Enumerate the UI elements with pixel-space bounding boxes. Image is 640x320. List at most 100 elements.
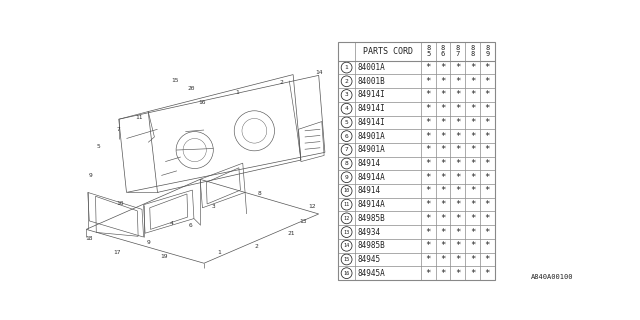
Text: *: * [455, 228, 461, 236]
Text: 2: 2 [345, 79, 348, 84]
Text: 16: 16 [344, 271, 349, 276]
Text: 12: 12 [344, 216, 349, 221]
Text: 84914: 84914 [358, 187, 381, 196]
Text: *: * [426, 228, 431, 236]
Text: 4: 4 [170, 221, 173, 226]
Text: 9: 9 [147, 240, 150, 245]
Text: *: * [484, 228, 490, 236]
Text: 8: 8 [258, 191, 262, 196]
Text: 84001A: 84001A [358, 63, 385, 72]
Text: 84945: 84945 [358, 255, 381, 264]
Text: *: * [484, 269, 490, 278]
Text: 1: 1 [218, 250, 221, 255]
Text: 84914: 84914 [358, 159, 381, 168]
Text: 21: 21 [287, 231, 294, 236]
Text: 84901A: 84901A [358, 145, 385, 154]
Text: 17: 17 [113, 250, 121, 255]
Text: *: * [455, 159, 461, 168]
Text: *: * [470, 200, 476, 209]
Text: *: * [470, 118, 476, 127]
Text: *: * [470, 214, 476, 223]
Text: *: * [484, 187, 490, 196]
Text: *: * [426, 159, 431, 168]
Text: 19: 19 [160, 254, 168, 259]
Text: *: * [440, 145, 446, 154]
Text: *: * [426, 255, 431, 264]
Text: 7: 7 [117, 127, 120, 132]
Text: 14: 14 [344, 243, 349, 248]
Text: 84914I: 84914I [358, 118, 385, 127]
Text: *: * [455, 214, 461, 223]
Text: 84001B: 84001B [358, 77, 385, 86]
Text: *: * [455, 63, 461, 72]
Text: 11: 11 [344, 202, 349, 207]
Text: *: * [455, 269, 461, 278]
Text: *: * [470, 159, 476, 168]
Text: 8: 8 [345, 161, 348, 166]
Text: *: * [470, 255, 476, 264]
Text: *: * [470, 173, 476, 182]
Text: *: * [455, 200, 461, 209]
Text: *: * [426, 91, 431, 100]
Text: 2: 2 [280, 80, 284, 85]
Text: *: * [426, 187, 431, 196]
Text: *: * [455, 77, 461, 86]
Text: *: * [455, 91, 461, 100]
Text: *: * [455, 173, 461, 182]
Text: *: * [484, 255, 490, 264]
Text: *: * [470, 145, 476, 154]
Text: *: * [440, 214, 446, 223]
Text: 84985B: 84985B [358, 241, 385, 250]
Text: *: * [455, 255, 461, 264]
Text: 16: 16 [198, 100, 206, 105]
Text: 6: 6 [189, 223, 193, 228]
Text: *: * [484, 118, 490, 127]
Text: A840A00100: A840A00100 [531, 274, 573, 280]
Text: 5: 5 [345, 120, 348, 125]
Text: 84934: 84934 [358, 228, 381, 236]
Text: 12: 12 [308, 204, 316, 209]
Text: 8
8: 8 8 [470, 45, 475, 58]
Text: 84914A: 84914A [358, 173, 385, 182]
Text: *: * [426, 269, 431, 278]
Text: *: * [426, 63, 431, 72]
Text: *: * [440, 159, 446, 168]
Text: 3: 3 [211, 204, 215, 209]
Text: *: * [470, 77, 476, 86]
Text: 9: 9 [88, 173, 92, 178]
Text: *: * [455, 104, 461, 113]
Text: *: * [470, 228, 476, 236]
Text: 1: 1 [236, 90, 239, 95]
Text: *: * [440, 173, 446, 182]
Text: *: * [484, 200, 490, 209]
Text: *: * [484, 145, 490, 154]
Text: *: * [440, 77, 446, 86]
Text: *: * [426, 132, 431, 140]
Text: 84914I: 84914I [358, 104, 385, 113]
Text: *: * [470, 241, 476, 250]
Text: *: * [484, 241, 490, 250]
Text: *: * [440, 63, 446, 72]
Text: *: * [484, 63, 490, 72]
Text: 8
6: 8 6 [441, 45, 445, 58]
Text: 11: 11 [135, 115, 143, 120]
Text: 1: 1 [345, 65, 348, 70]
Text: *: * [484, 91, 490, 100]
Text: *: * [484, 104, 490, 113]
Text: *: * [426, 77, 431, 86]
Text: *: * [426, 173, 431, 182]
Text: *: * [455, 145, 461, 154]
Text: 9: 9 [345, 175, 348, 180]
Text: 3: 3 [345, 92, 348, 98]
Text: *: * [440, 132, 446, 140]
Text: 8
5: 8 5 [426, 45, 431, 58]
Text: *: * [440, 104, 446, 113]
Text: *: * [470, 63, 476, 72]
Text: *: * [484, 77, 490, 86]
Text: *: * [484, 132, 490, 140]
Text: 8
9: 8 9 [485, 45, 490, 58]
Text: *: * [426, 118, 431, 127]
Text: *: * [455, 187, 461, 196]
Text: 13: 13 [300, 219, 307, 224]
Bar [338, 42, 495, 280]
